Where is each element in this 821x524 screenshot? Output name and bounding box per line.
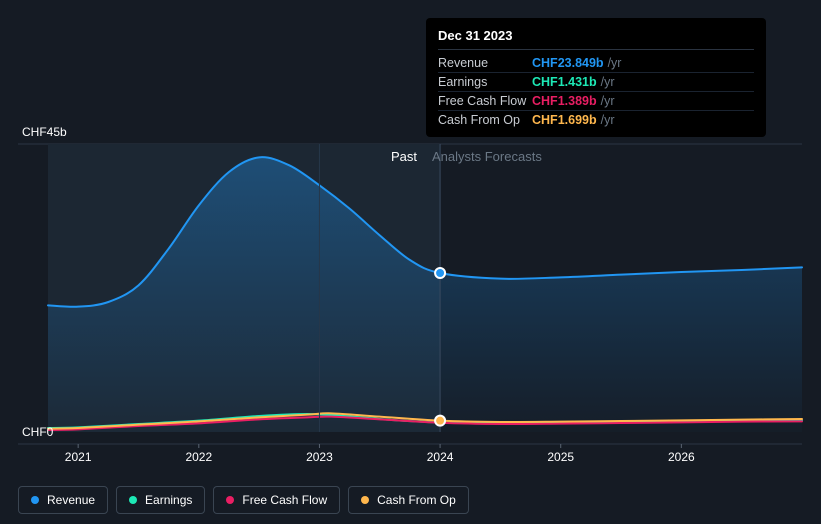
data-tooltip: Dec 31 2023 RevenueCHF23.849b/yrEarnings… (426, 18, 766, 137)
tooltip-metric-label: Earnings (438, 75, 532, 89)
tooltip-row: Cash From OpCHF1.699b/yr (438, 111, 754, 129)
tooltip-metric-label: Free Cash Flow (438, 94, 532, 108)
tooltip-metric-value: CHF1.699b (532, 113, 597, 127)
tooltip-metric-value: CHF1.431b (532, 75, 597, 89)
legend-label: Free Cash Flow (242, 493, 327, 507)
past-section-label: Past (391, 149, 417, 164)
legend-label: Earnings (145, 493, 192, 507)
x-tick-label: 2025 (547, 450, 574, 464)
x-tick-label: 2023 (306, 450, 333, 464)
tooltip-rows: RevenueCHF23.849b/yrEarningsCHF1.431b/yr… (438, 54, 754, 129)
tooltip-row: Free Cash FlowCHF1.389b/yr (438, 92, 754, 111)
legend-item-cash-from-op[interactable]: Cash From Op (348, 486, 469, 514)
y-axis-min-label: CHF0 (22, 425, 53, 439)
x-tick-label: 2026 (668, 450, 695, 464)
tooltip-row: EarningsCHF1.431b/yr (438, 73, 754, 92)
x-tick-label: 2021 (65, 450, 92, 464)
legend: Revenue Earnings Free Cash Flow Cash From O… (18, 486, 469, 514)
tooltip-suffix: /yr (601, 113, 615, 127)
x-tick-label: 2022 (185, 450, 212, 464)
tooltip-row: RevenueCHF23.849b/yr (438, 54, 754, 73)
legend-dot-icon (361, 496, 369, 504)
legend-label: Cash From Op (377, 493, 456, 507)
y-axis-max-label: CHF45b (22, 125, 67, 139)
tooltip-metric-value: CHF23.849b (532, 56, 604, 70)
tooltip-suffix: /yr (601, 94, 615, 108)
x-axis: 2021 2022 2023 2024 2025 2026 (0, 450, 821, 470)
tooltip-suffix: /yr (608, 56, 622, 70)
legend-item-free-cash-flow[interactable]: Free Cash Flow (213, 486, 340, 514)
forecast-section-label: Analysts Forecasts (432, 149, 542, 164)
legend-dot-icon (129, 496, 137, 504)
legend-label: Revenue (47, 493, 95, 507)
tooltip-date: Dec 31 2023 (438, 28, 754, 50)
legend-item-earnings[interactable]: Earnings (116, 486, 205, 514)
tooltip-suffix: /yr (601, 75, 615, 89)
financial-chart: CHF45b CHF0 Past Analysts Forecasts 2021… (0, 0, 821, 524)
legend-dot-icon (226, 496, 234, 504)
tooltip-metric-label: Cash From Op (438, 113, 532, 127)
legend-item-revenue[interactable]: Revenue (18, 486, 108, 514)
tooltip-metric-label: Revenue (438, 56, 532, 70)
tooltip-metric-value: CHF1.389b (532, 94, 597, 108)
legend-dot-icon (31, 496, 39, 504)
x-tick-label: 2024 (427, 450, 454, 464)
